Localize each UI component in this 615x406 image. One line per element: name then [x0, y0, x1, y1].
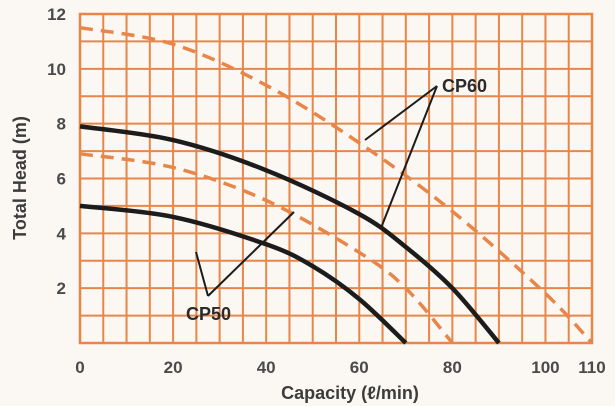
x-axis-title: Capacity (ℓ/min): [281, 383, 419, 403]
annotation-cp60-leader: [364, 85, 438, 141]
annotation-cp50-leader: [195, 251, 209, 297]
series-layer: [79, 25, 594, 345]
y-axis-title: Total Head (m): [10, 116, 30, 240]
y-tick-label: 10: [47, 60, 66, 79]
x-tick-label: 100: [531, 358, 559, 377]
annotations: CP60 CP50: [186, 76, 487, 324]
y-tick-label: 4: [57, 224, 67, 243]
y-tick-label: 12: [47, 5, 66, 24]
annotation-cp60-leader: [380, 85, 438, 229]
y-tick-label: 6: [57, 170, 66, 189]
x-tick-label: 20: [164, 358, 183, 377]
series-cp50-solid: [79, 203, 408, 345]
annotation-cp50-leader: [207, 211, 295, 297]
grid: [78, 12, 594, 345]
series-cp60-dashed: [79, 25, 594, 345]
tick-labels: 0 20 40 60 80 100 110 2 4 6 8 10 12: [47, 5, 606, 377]
x-tick-label: 60: [350, 358, 369, 377]
annotation-cp50-label: CP50: [186, 304, 231, 324]
series-cp60-solid: [79, 124, 501, 345]
x-tick-label: 80: [443, 358, 462, 377]
x-tick-label: 0: [75, 358, 84, 377]
series-cp50-dashed: [79, 152, 454, 345]
x-tick-label: 110: [578, 358, 605, 377]
y-tick-label: 2: [57, 279, 66, 298]
x-tick-label: 40: [257, 358, 276, 377]
annotation-cp60-label: CP60: [442, 76, 487, 96]
y-tick-label: 8: [57, 115, 66, 134]
